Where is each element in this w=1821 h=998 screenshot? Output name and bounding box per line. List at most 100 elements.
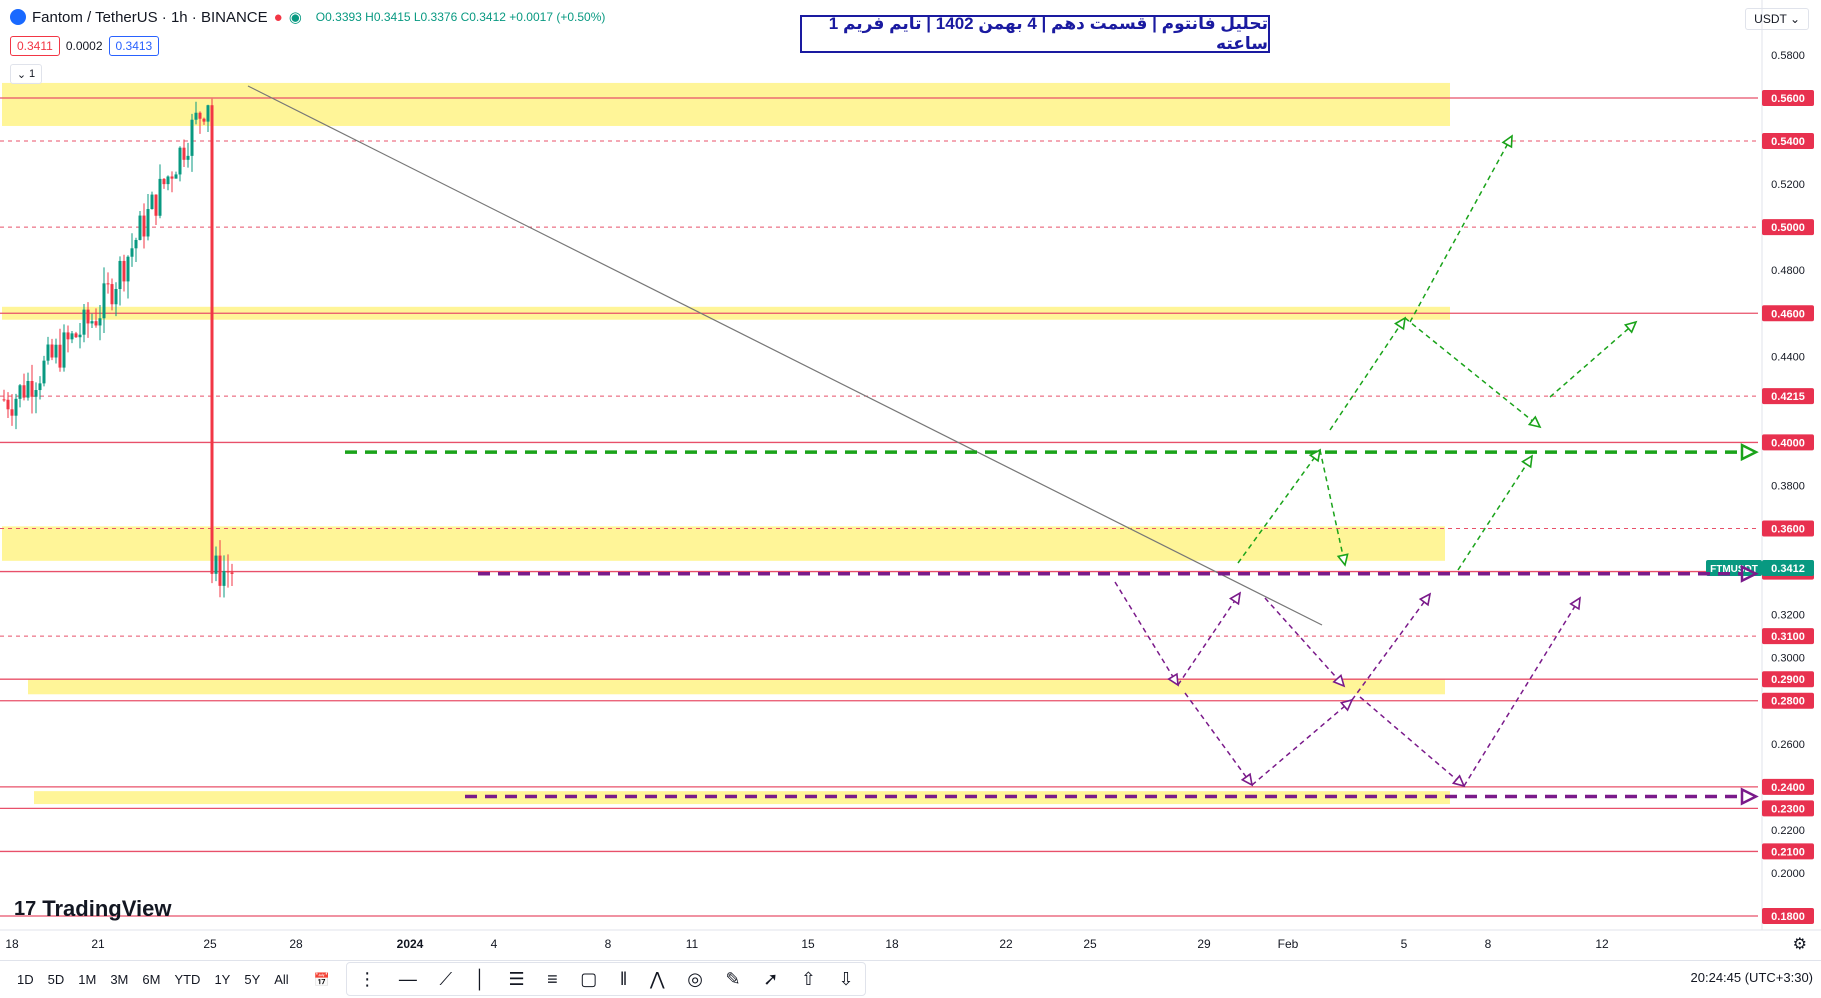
- brush-icon[interactable]: ✎: [725, 968, 741, 989]
- bullish-key-level-arrowhead: [1740, 443, 1759, 462]
- timeframe-all[interactable]: All: [274, 972, 289, 987]
- ohlc-values: O0.3393 H0.3415 L0.3376 C0.3412 +0.0017 …: [315, 10, 606, 24]
- level-label-0.2400: 0.2400: [1771, 782, 1805, 794]
- buy-price-button[interactable]: 0.3413: [108, 36, 160, 56]
- level-label-bg-0.3100: [1762, 628, 1814, 645]
- candle-body: [118, 260, 122, 290]
- date-range-icon[interactable]: 📅: [313, 971, 330, 987]
- x-tick-5: 4: [491, 937, 498, 951]
- y-tick-0.4400: 0.4400: [1771, 351, 1805, 363]
- chevron-down-icon: ⌄: [16, 68, 27, 81]
- trade-prices: 0.3411 0.0002 0.3413: [10, 36, 160, 56]
- x-tick-13: Feb: [1278, 937, 1299, 951]
- vertical-line-icon[interactable]: │: [474, 968, 486, 989]
- last-price-label: 0.3412: [1771, 563, 1805, 575]
- bearish-path-d-arrowhead: [1569, 596, 1581, 611]
- y-tick-0.2600: 0.2600: [1771, 739, 1805, 751]
- y-tick-0.3200: 0.3200: [1771, 610, 1805, 622]
- candle-body: [42, 360, 46, 384]
- timeframe-6m[interactable]: 6M: [142, 972, 161, 987]
- arrow-up-icon[interactable]: ⇧: [800, 968, 816, 989]
- candle-body: [182, 147, 186, 160]
- analysis-title: تحلیل فانتوم | قسمت دهم | 4 بهمن 1402 | …: [800, 14, 1270, 53]
- trend-line-icon[interactable]: ⟋: [439, 968, 453, 989]
- candle-body: [162, 178, 166, 185]
- symbol-header: Fantom / TetherUS · 1h · BINANCE ● ◉ O0.…: [10, 8, 605, 26]
- level-label-bg-0.2800: [1762, 692, 1814, 709]
- timeframe-5y[interactable]: 5Y: [244, 972, 261, 987]
- y-tick-0.5200: 0.5200: [1771, 179, 1805, 191]
- candle-body: [170, 176, 174, 179]
- candle-body: [94, 321, 98, 326]
- candle-body: [154, 194, 158, 216]
- candle-body: [82, 309, 86, 335]
- indicators-toggle-button[interactable]: ⌄ 1: [10, 64, 42, 84]
- x-tick-7: 11: [686, 937, 699, 951]
- bearish-path-b-arrowhead: [1339, 698, 1354, 712]
- timeframe-ytd[interactable]: YTD: [174, 972, 201, 987]
- bearish-path-a-arrowhead: [1167, 672, 1179, 687]
- candle-body: [126, 256, 130, 282]
- level-label-0.3600: 0.3600: [1771, 524, 1805, 536]
- candle-body: [18, 385, 22, 399]
- level-label-0.5400: 0.5400: [1771, 136, 1805, 148]
- bullish-path-a-arrowhead: [1336, 553, 1349, 567]
- candle-body: [194, 112, 198, 120]
- tradingview-wordmark: TradingView: [42, 896, 172, 921]
- level-label-bg-0.5600: [1762, 90, 1814, 106]
- fib-retracement-icon[interactable]: ☰: [508, 968, 525, 989]
- candle-body: [222, 571, 226, 586]
- bullish-path-a-segment: [1319, 449, 1346, 566]
- x-tick-15: 8: [1485, 937, 1492, 951]
- support-key-level-arrowhead: [1740, 787, 1759, 806]
- bullish-path-c-segment: [1404, 317, 1541, 428]
- candle-body: [110, 284, 114, 305]
- candle-body: [214, 555, 218, 574]
- arrow-down-icon[interactable]: ⇩: [838, 968, 854, 989]
- sell-price-button[interactable]: 0.3411: [10, 36, 60, 56]
- candle-body: [2, 399, 6, 401]
- circle-icon[interactable]: ◎: [687, 968, 703, 989]
- currency-select[interactable]: USDT ⌄: [1745, 8, 1809, 30]
- rectangle-icon[interactable]: ▢: [580, 968, 598, 989]
- bullish-path-e-arrowhead: [1623, 320, 1638, 334]
- candle-body: [138, 215, 142, 240]
- candle-body: [14, 398, 18, 416]
- bullish-path-d-arrowhead: [1501, 134, 1513, 149]
- timeframe-1d[interactable]: 1D: [17, 972, 34, 987]
- candle-body: [98, 318, 102, 326]
- timeframe-1y[interactable]: 1Y: [214, 972, 231, 987]
- bullish-path-c-arrowhead: [1394, 316, 1407, 331]
- candle-body: [86, 309, 90, 324]
- tv-mark-icon: 17: [14, 897, 37, 920]
- symbol-tag: FTMUSDT: [1710, 564, 1758, 575]
- candle-body: [114, 289, 118, 305]
- timeframe-3m[interactable]: 3M: [110, 972, 129, 987]
- bearish-path-c-arrowhead: [1332, 673, 1346, 688]
- x-tick-0: 18: [5, 937, 19, 951]
- level-label-0.3100: 0.3100: [1771, 631, 1805, 643]
- bar-pattern-icon[interactable]: ‖: [619, 968, 628, 989]
- horizontal-line-icon[interactable]: —: [398, 968, 417, 989]
- candle-body: [158, 178, 162, 216]
- channel-icon[interactable]: ≡: [547, 968, 558, 989]
- level-label-bg-0.5000: [1762, 219, 1814, 236]
- candle-body: [102, 283, 106, 319]
- arrow-icon[interactable]: ➚: [763, 968, 779, 989]
- pattern-icon[interactable]: ⋀: [649, 968, 665, 989]
- candle-body: [22, 385, 26, 398]
- utc-clock[interactable]: 20:24:45 (UTC+3:30): [1690, 970, 1813, 985]
- timeframe-1m[interactable]: 1M: [78, 972, 97, 987]
- symbol-title[interactable]: Fantom / TetherUS · 1h · BINANCE: [32, 8, 268, 26]
- drag-handle-icon[interactable]: ⋮: [358, 968, 377, 989]
- settings-gear-icon[interactable]: ⚙: [1792, 936, 1807, 953]
- timeframe-5d[interactable]: 5D: [47, 972, 65, 987]
- candle-body: [226, 571, 230, 573]
- level-label-0.2300: 0.2300: [1771, 803, 1805, 815]
- bullish-path-a-arrowhead: [1308, 448, 1322, 463]
- level-label-0.1800: 0.1800: [1771, 911, 1805, 923]
- bullish-path-b-segment: [1457, 455, 1533, 571]
- indicator-count: 1: [29, 68, 36, 80]
- level-label-0.4000: 0.4000: [1771, 437, 1805, 449]
